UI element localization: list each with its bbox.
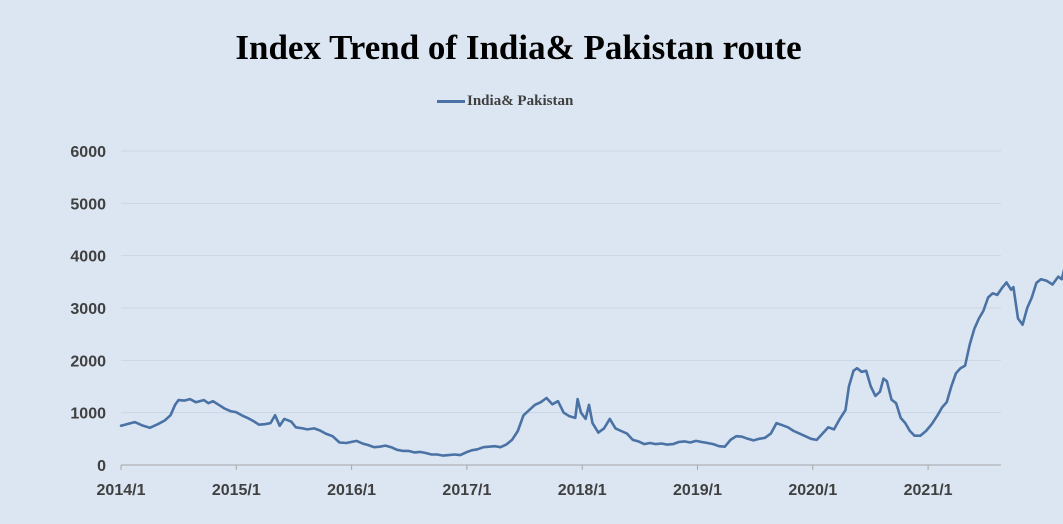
x-tick-label: 2018/1: [558, 482, 607, 499]
series-line-india-pakistan: [119, 268, 1063, 457]
legend: India& Pakistan: [437, 91, 573, 111]
legend-label: India& Pakistan: [467, 92, 574, 109]
y-tick-label: 2000: [70, 353, 106, 370]
y-tick-label: 4000: [70, 249, 106, 266]
x-tick-label: 2017/1: [442, 482, 491, 499]
y-tick-label: 0: [97, 458, 106, 475]
y-tick-label: 6000: [70, 144, 106, 161]
y-tick-label: 3000: [70, 301, 106, 318]
y-tick-label: 1000: [70, 406, 106, 423]
x-tick-label: 2016/1: [327, 482, 376, 499]
x-tick-label: 2014/1: [97, 482, 146, 499]
legend-swatch: [437, 99, 465, 103]
x-tick-label: 2021/1: [904, 482, 953, 499]
chart-title: Index Trend of India& Pakistan route: [235, 28, 802, 67]
x-tick-label: 2020/1: [788, 482, 837, 499]
y-tick-label: 5000: [70, 196, 106, 213]
x-tick-label: 2015/1: [212, 482, 261, 499]
x-tick-label: 2019/1: [673, 482, 722, 499]
